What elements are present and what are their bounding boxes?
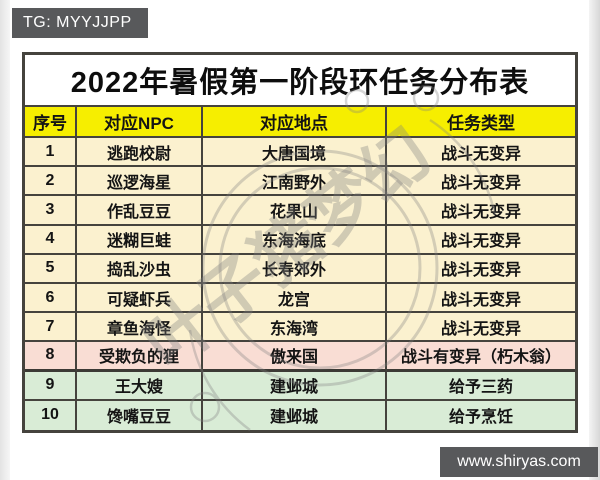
table-title: 2022年暑假第一阶段环任务分布表	[25, 55, 575, 107]
row8-location: 傲来国	[203, 342, 387, 372]
left-edge-strip	[0, 0, 10, 480]
row9-location: 建邺城	[203, 371, 387, 401]
header-location: 对应地点	[203, 107, 387, 138]
row7-type: 战斗无变异	[387, 313, 575, 343]
header-serial: 序号	[25, 107, 77, 138]
row7-location: 东海湾	[203, 313, 387, 343]
row3-type: 战斗无变异	[387, 196, 575, 226]
row9-serial: 9	[25, 371, 77, 401]
row6-location: 龙宫	[203, 284, 387, 314]
row10-type: 给予烹饪	[387, 400, 575, 430]
row8-type: 战斗有变异（朽木翁）	[387, 342, 575, 372]
row4-serial: 4	[25, 225, 77, 255]
row5-serial: 5	[25, 254, 77, 284]
row5-location: 长寿郊外	[203, 254, 387, 284]
row7-serial: 7	[25, 313, 77, 343]
row2-location: 江南野外	[203, 167, 387, 197]
row6-serial: 6	[25, 284, 77, 314]
row5-type: 战斗无变异	[387, 254, 575, 284]
row9-npc: 王大嫂	[77, 371, 203, 401]
row8-npc: 受欺负的狸	[77, 342, 203, 372]
row4-npc: 迷糊巨蛙	[77, 225, 203, 255]
row10-npc: 馋嘴豆豆	[77, 400, 203, 430]
row2-type: 战斗无变异	[387, 167, 575, 197]
right-edge-strip	[589, 0, 600, 480]
row1-npc: 逃跑校尉	[77, 138, 203, 168]
row8-serial: 8	[25, 342, 77, 372]
row4-type: 战斗无变异	[387, 225, 575, 255]
row2-serial: 2	[25, 167, 77, 197]
row10-serial: 10	[25, 400, 77, 430]
row7-npc: 章鱼海怪	[77, 313, 203, 343]
row3-location: 花果山	[203, 196, 387, 226]
row6-npc: 可疑虾兵	[77, 284, 203, 314]
row3-serial: 3	[25, 196, 77, 226]
row1-serial: 1	[25, 138, 77, 168]
row3-npc: 作乱豆豆	[77, 196, 203, 226]
header-npc: 对应NPC	[77, 107, 203, 138]
tg-contact-badge: TG: MYYJJPP	[12, 8, 148, 38]
row6-type: 战斗无变异	[387, 284, 575, 314]
row2-npc: 巡逻海星	[77, 167, 203, 197]
row10-location: 建邺城	[203, 400, 387, 430]
row1-location: 大唐国境	[203, 138, 387, 168]
website-badge: www.shiryas.com	[440, 447, 598, 477]
task-distribution-table: 2022年暑假第一阶段环任务分布表 序号 对应NPC 对应地点 任务类型 1 逃…	[22, 52, 578, 433]
row4-location: 东海海底	[203, 225, 387, 255]
row5-npc: 捣乱沙虫	[77, 254, 203, 284]
row9-type: 给予三药	[387, 371, 575, 401]
row1-type: 战斗无变异	[387, 138, 575, 168]
header-type: 任务类型	[387, 107, 575, 138]
